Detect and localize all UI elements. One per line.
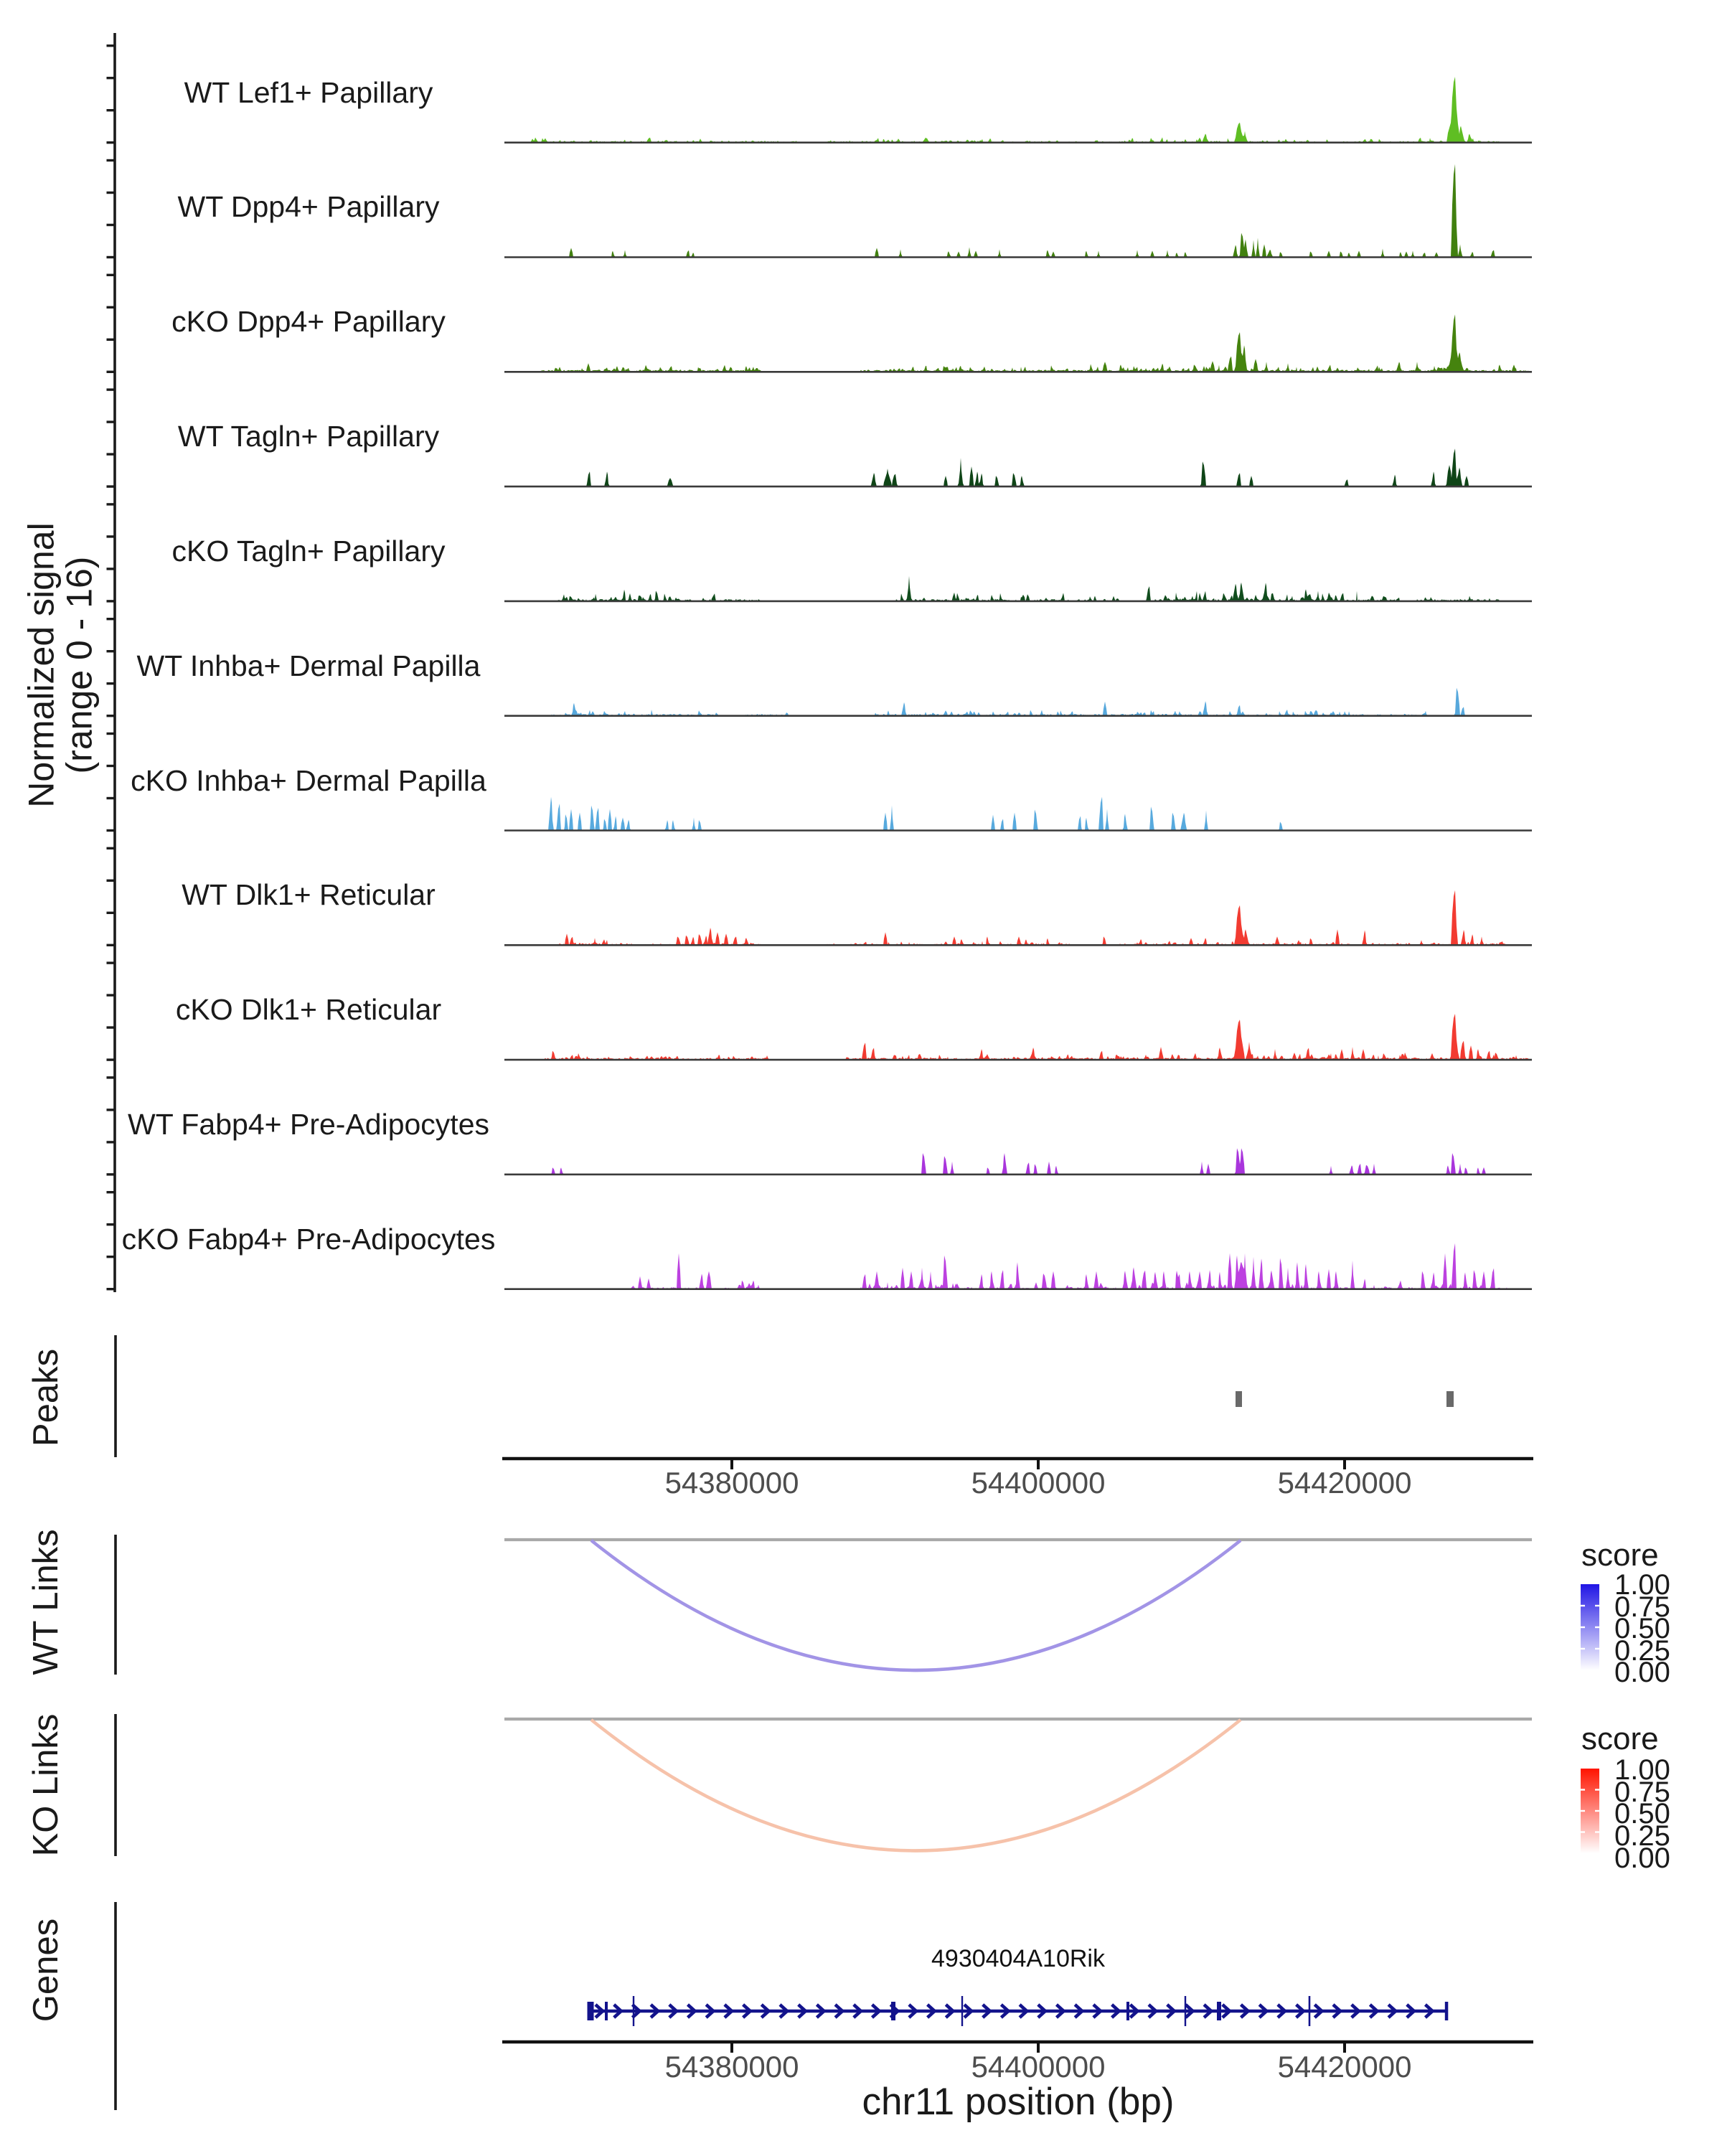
svg-text:1.00: 1.00 [1614, 1754, 1670, 1786]
svg-text:0.50: 0.50 [1614, 1613, 1670, 1644]
svg-text:WT Dlk1+ Reticular: WT Dlk1+ Reticular [182, 878, 436, 911]
svg-text:score: score [1581, 1721, 1659, 1756]
svg-text:54380000: 54380000 [665, 2050, 799, 2084]
svg-text:54420000: 54420000 [1278, 1466, 1412, 1500]
svg-text:54400000: 54400000 [971, 2050, 1106, 2084]
svg-text:score: score [1581, 1538, 1659, 1573]
svg-text:Genes: Genes [27, 1919, 65, 2022]
svg-text:54420000: 54420000 [1278, 2050, 1412, 2084]
svg-text:(range 0 - 16): (range 0 - 16) [60, 557, 100, 774]
svg-text:cKO Tagln+ Papillary: cKO Tagln+ Papillary [172, 535, 446, 568]
svg-text:WT Tagln+ Papillary: WT Tagln+ Papillary [178, 420, 440, 453]
svg-text:0.25: 0.25 [1614, 1635, 1670, 1667]
svg-text:chr11 position (bp): chr11 position (bp) [862, 2081, 1174, 2123]
svg-text:Peaks: Peaks [27, 1349, 65, 1446]
svg-text:4930404A10Rik: 4930404A10Rik [931, 1945, 1106, 1972]
svg-text:54400000: 54400000 [971, 1466, 1106, 1500]
svg-text:cKO Inhba+ Dermal Papilla: cKO Inhba+ Dermal Papilla [131, 764, 486, 797]
svg-text:WT Inhba+ Dermal Papilla: WT Inhba+ Dermal Papilla [137, 649, 481, 682]
svg-text:cKO Dlk1+ Reticular: cKO Dlk1+ Reticular [176, 993, 441, 1026]
svg-text:0.00: 0.00 [1614, 1657, 1670, 1688]
svg-text:0.50: 0.50 [1614, 1798, 1670, 1830]
svg-text:KO Links: KO Links [27, 1714, 65, 1857]
svg-text:0.75: 0.75 [1614, 1776, 1670, 1808]
svg-text:1.00: 1.00 [1614, 1569, 1670, 1601]
svg-text:WT Fabp4+ Pre-Adipocytes: WT Fabp4+ Pre-Adipocytes [128, 1108, 489, 1141]
svg-text:0.25: 0.25 [1614, 1820, 1670, 1852]
svg-text:Normalized signal: Normalized signal [22, 522, 62, 807]
svg-text:0.75: 0.75 [1614, 1591, 1670, 1623]
svg-text:cKO Dpp4+ Papillary: cKO Dpp4+ Papillary [171, 305, 446, 338]
svg-text:54380000: 54380000 [665, 1466, 799, 1500]
svg-text:WT Links: WT Links [27, 1529, 65, 1675]
svg-text:cKO Fabp4+ Pre-Adipocytes: cKO Fabp4+ Pre-Adipocytes [122, 1223, 496, 1256]
svg-text:0.00: 0.00 [1614, 1842, 1670, 1874]
svg-text:WT Lef1+ Papillary: WT Lef1+ Papillary [184, 76, 433, 109]
svg-text:WT Dpp4+ Papillary: WT Dpp4+ Papillary [178, 190, 440, 223]
